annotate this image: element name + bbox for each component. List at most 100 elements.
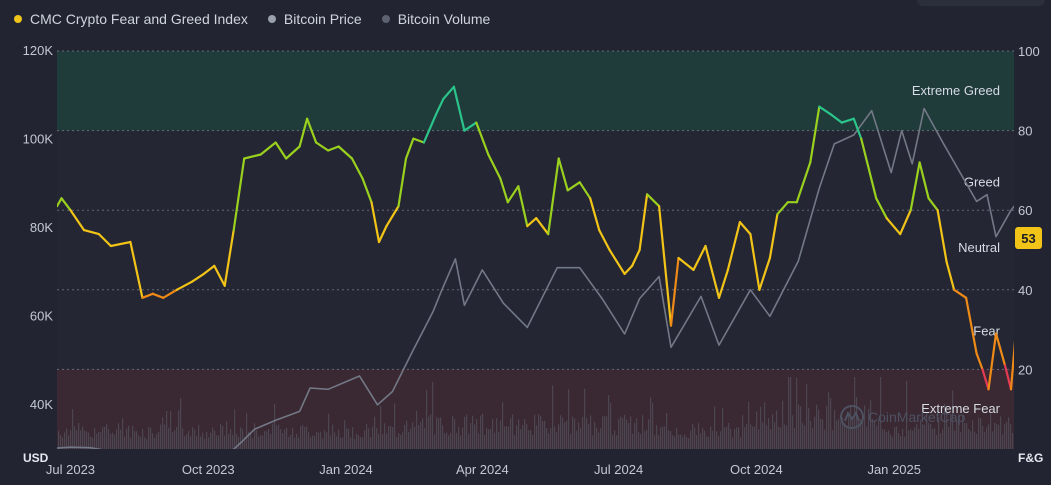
volume-bar <box>466 414 468 449</box>
volume-bar <box>254 423 256 449</box>
volume-bar <box>982 426 984 449</box>
volume-bar <box>658 435 660 449</box>
volume-bar <box>582 416 584 449</box>
volume-bar <box>422 418 424 449</box>
volume-bar <box>340 437 342 449</box>
x-tick-label: Jul 2023 <box>46 462 95 477</box>
fear-greed-segment <box>298 117 309 148</box>
volume-bar <box>252 438 254 449</box>
volume-bar <box>412 422 414 449</box>
volume-bar <box>354 438 356 449</box>
volume-bar <box>406 420 408 449</box>
volume-bar <box>944 403 946 449</box>
volume-bar <box>292 427 294 449</box>
legend-item-bitcoin-volume[interactable]: Bitcoin Volume <box>381 11 490 27</box>
volume-bar <box>632 433 634 449</box>
volume-bar <box>358 435 360 449</box>
volume-bar <box>578 422 580 449</box>
fear-greed-segment <box>818 105 833 116</box>
volume-bar <box>330 435 332 449</box>
volume-bar <box>232 434 234 449</box>
volume-bar <box>394 403 396 449</box>
fear-greed-segment <box>397 157 408 208</box>
volume-bar <box>506 425 508 449</box>
volume-bar <box>834 410 836 449</box>
volume-bar <box>1000 416 1002 449</box>
volume-bar <box>482 413 484 449</box>
zone-label: Neutral <box>958 240 1000 255</box>
volume-bar <box>878 419 880 449</box>
volume-bar <box>550 427 552 449</box>
fear-greed-segment <box>840 117 855 124</box>
volume-bar <box>458 426 460 449</box>
volume-bar <box>236 433 238 449</box>
volume-bar <box>534 414 536 449</box>
volume-bar <box>70 430 72 449</box>
volume-bar <box>400 434 402 449</box>
volume-bar <box>360 437 362 449</box>
volume-bar <box>698 423 700 449</box>
volume-bar <box>600 428 602 449</box>
volume-bar <box>440 417 442 449</box>
volume-bar <box>960 432 962 449</box>
volume-bar <box>730 428 732 449</box>
volume-bar <box>488 429 490 449</box>
volume-bar <box>380 405 382 449</box>
volume-bar <box>270 434 272 449</box>
volume-bar <box>416 410 418 449</box>
volume-bar <box>276 425 278 449</box>
volume-bar <box>792 415 794 449</box>
zone-labels: Extreme Greed Greed Neutral Fear Extreme Fea… <box>912 83 1001 416</box>
volume-bar <box>300 425 302 449</box>
volume-bar <box>522 424 524 449</box>
volume-bar <box>112 432 114 449</box>
volume-bar <box>342 437 344 449</box>
volume-bar <box>734 428 736 449</box>
volume-bar <box>218 435 220 449</box>
volume-bar <box>184 436 186 449</box>
fear-greed-segment <box>909 161 921 212</box>
volume-bar <box>464 416 466 449</box>
legend-item-bitcoin-price[interactable]: Bitcoin Price <box>267 11 362 27</box>
volume-bar <box>384 423 386 449</box>
volume-bar <box>676 427 678 449</box>
volume-bar <box>922 424 924 449</box>
volume-bar <box>644 431 646 449</box>
volume-bar <box>100 431 102 449</box>
volume-bar <box>446 432 448 449</box>
fear-greed-segment <box>860 137 878 200</box>
volume-bar <box>504 426 506 449</box>
volume-bar <box>940 433 942 449</box>
volume-bar <box>356 433 358 449</box>
volume-bar <box>212 427 214 449</box>
volume-bar <box>470 422 472 449</box>
volume-bar <box>542 420 544 449</box>
chart-options-button[interactable] <box>917 0 1045 6</box>
volume-bar <box>930 424 932 449</box>
volume-bar <box>678 434 680 449</box>
volume-bar <box>628 422 630 449</box>
volume-bar <box>650 397 652 449</box>
fear-greed-segment <box>945 260 956 291</box>
volume-bar <box>180 398 182 449</box>
volume-bar <box>382 433 384 449</box>
volume-bar <box>664 426 666 449</box>
fear-greed-segment <box>608 248 626 275</box>
volume-bar <box>552 385 554 449</box>
fear-greed-segment <box>975 352 984 371</box>
fear-greed-segment <box>452 85 466 132</box>
volume-bar <box>750 424 752 449</box>
volume-bar <box>880 377 882 449</box>
volume-bar <box>968 428 970 449</box>
legend-item-fear-greed[interactable]: CMC Crypto Fear and Greed Index <box>14 11 248 27</box>
fear-greed-segment <box>677 256 695 271</box>
volume-bar <box>548 433 550 449</box>
volume-bars <box>58 377 1014 449</box>
volume-bar <box>554 426 556 449</box>
volume-bar <box>178 410 180 449</box>
volume-bar <box>190 436 192 449</box>
fear-greed-segment <box>776 201 790 216</box>
volume-bar <box>498 431 500 449</box>
volume-bar <box>564 422 566 449</box>
volume-bar <box>842 417 844 449</box>
